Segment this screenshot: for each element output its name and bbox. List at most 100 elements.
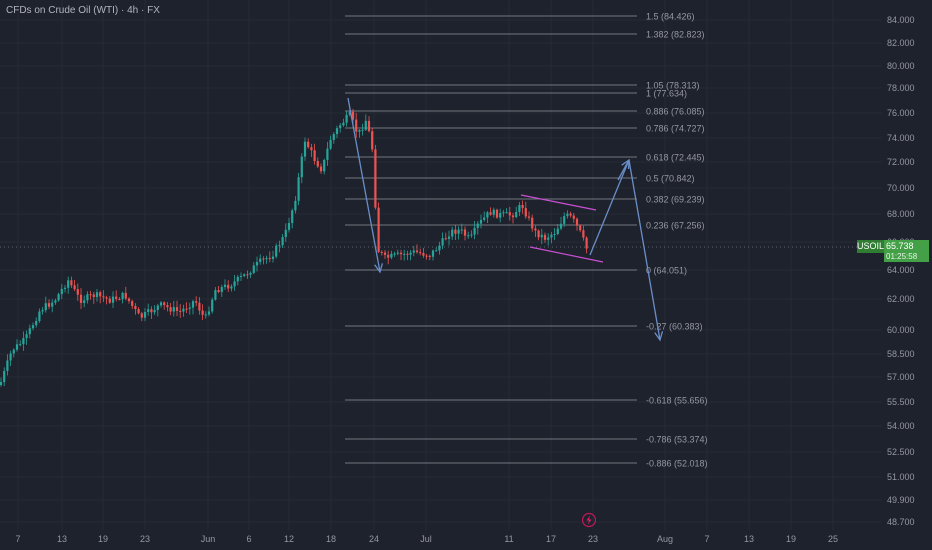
candle-body <box>467 235 470 237</box>
candle-body <box>51 302 54 307</box>
impulse-down-arrow[interactable] <box>347 97 384 274</box>
candle-body <box>28 328 31 335</box>
candle-body <box>483 217 486 220</box>
candle-body <box>361 129 364 131</box>
price-axis-label: 54.000 <box>887 421 915 431</box>
time-axis-label: 19 <box>97 534 109 544</box>
time-axis-label: 23 <box>587 534 599 544</box>
candle-body <box>470 234 473 236</box>
candle-body <box>121 292 124 300</box>
time-axis-label: 13 <box>743 534 755 544</box>
candle-body <box>502 212 505 214</box>
candle-body <box>563 216 566 224</box>
fib-level-label: 1 (77.634) <box>646 89 687 99</box>
candle-body <box>329 139 332 149</box>
fib-level-label: -0.886 (52.018) <box>646 459 708 469</box>
flash-icon[interactable] <box>581 512 597 528</box>
candle-body <box>326 148 329 160</box>
candle-body <box>579 225 582 231</box>
price-axis-label: 51.000 <box>887 472 915 482</box>
time-axis-label: 7 <box>704 534 710 544</box>
candle-body <box>108 298 111 303</box>
price-axis-label: 48.700 <box>887 517 915 527</box>
channel-upper-line[interactable] <box>520 194 597 211</box>
time-axis-label: 25 <box>827 534 839 544</box>
candle-body <box>243 274 246 276</box>
fib-level-label: 1.05 (78.313) <box>646 81 700 91</box>
candle-body <box>319 166 323 172</box>
time-axis-label: 18 <box>325 534 337 544</box>
fib-level-label: -0.27 (60.383) <box>646 322 703 332</box>
channel-lower-line[interactable] <box>529 246 604 263</box>
candle-body <box>451 229 454 237</box>
candle-body <box>447 236 451 239</box>
candle-body <box>79 294 83 303</box>
time-axis-label: Jun <box>200 534 216 544</box>
fib-level-label: 0.886 (76.085) <box>646 107 705 117</box>
candle-body <box>476 223 479 228</box>
candle-body <box>70 280 73 286</box>
candle-body <box>185 308 188 310</box>
candle-body <box>76 289 79 295</box>
candle-body <box>521 205 524 209</box>
candle-body <box>422 253 425 256</box>
candle-body <box>265 258 268 260</box>
candle-body <box>438 245 441 251</box>
candle-body <box>223 284 227 287</box>
candle-body <box>454 229 457 234</box>
candle-body <box>511 215 515 218</box>
candle-body <box>342 122 345 126</box>
candle-body <box>12 349 15 354</box>
candle-body <box>153 310 156 313</box>
candle-body <box>252 265 255 273</box>
candle-body <box>207 311 211 315</box>
projection-up-leg[interactable] <box>589 159 630 256</box>
candle-body <box>419 252 422 254</box>
candle-body <box>262 258 265 260</box>
candle-body <box>191 301 195 308</box>
candle-body <box>169 307 172 312</box>
candle-body <box>86 294 89 301</box>
time-axis-label: Aug <box>656 534 674 544</box>
candle-body <box>195 301 198 303</box>
price-axis-label: 68.000 <box>887 209 915 219</box>
badge-last-price: 65.738 <box>884 240 929 253</box>
projection-down-arrow[interactable] <box>628 159 664 342</box>
candle-body <box>358 130 361 132</box>
price-axis-label: 80.000 <box>887 61 915 71</box>
fib-level-label: 1.5 (84.426) <box>646 12 695 22</box>
candle-body <box>217 290 220 293</box>
projection-up-arrowhead[interactable] <box>617 158 630 181</box>
candle-body <box>566 213 569 217</box>
candle-body <box>150 309 153 313</box>
candle-body <box>313 150 316 161</box>
candle-body <box>182 308 185 312</box>
price-badge: USOIL 65.738 01:25:58 <box>857 240 929 262</box>
candle-body <box>515 211 518 218</box>
candle-body <box>54 300 57 303</box>
candle-body <box>25 334 28 339</box>
candle-body <box>435 250 438 252</box>
candle-body <box>527 216 531 218</box>
candle-body <box>351 111 355 120</box>
candle-body <box>374 149 377 208</box>
fib-level-label: 1.382 (82.823) <box>646 30 705 40</box>
fib-level-label: 0.618 (72.445) <box>646 153 705 163</box>
candle-body <box>473 227 476 235</box>
candle-body <box>585 237 588 249</box>
fib-level-label: -0.618 (55.656) <box>646 396 708 406</box>
fib-level-label: 0.236 (67.256) <box>646 221 705 231</box>
candle-body <box>486 212 489 218</box>
candle-body <box>156 305 159 311</box>
fib-level-label: 0.5 (70.842) <box>646 174 695 184</box>
symbol-title[interactable]: CFDs on Crude Oil (WTI) · 4h · FX <box>6 5 160 16</box>
candle-body <box>95 292 99 298</box>
candle-body <box>572 215 575 219</box>
time-axis-label: 13 <box>56 534 68 544</box>
candle-body <box>105 297 108 299</box>
candle-body <box>147 309 150 313</box>
candle-body <box>230 286 233 289</box>
candle-body <box>89 294 92 296</box>
